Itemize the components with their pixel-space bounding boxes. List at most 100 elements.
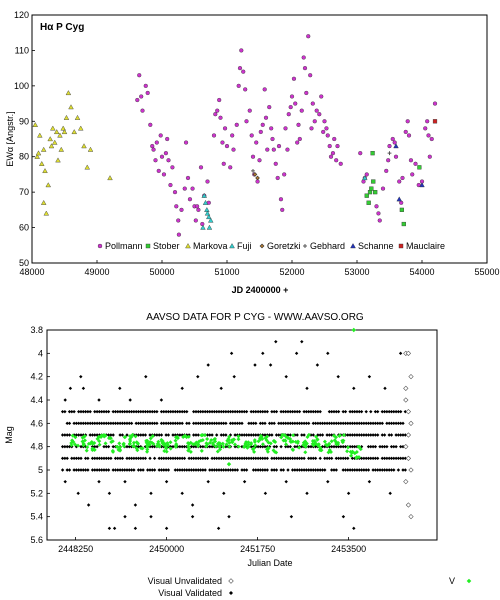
aavso-visual-validated-point — [205, 409, 210, 414]
aavso-visual-band — [65, 421, 405, 426]
aavso-visual-validated-point — [129, 456, 134, 461]
aavso-visual-validated-point — [311, 468, 315, 472]
aavso-visual-validated-point — [364, 433, 368, 437]
halpha-point-pollmann — [224, 143, 230, 149]
aavso-visual-validated-point — [274, 433, 279, 437]
aavso-v-point — [73, 442, 78, 447]
aavso-visual-validated-point — [327, 456, 332, 461]
aavso-v-point — [121, 442, 126, 447]
aavso-visual-validated-point — [74, 456, 79, 461]
aavso-visual-validated-point — [394, 409, 398, 414]
aavso-visual-validated-point — [270, 433, 274, 437]
aavso-visual-validated-point — [286, 444, 290, 449]
aavso-v-point — [357, 444, 362, 449]
aavso-visual-validated-point — [79, 444, 83, 449]
aavso-visual-validated-point — [74, 468, 79, 472]
aavso-visual-validated-point — [88, 421, 92, 426]
aavso-v-point — [131, 443, 136, 448]
aavso-chart: AAVSO DATA FOR P CYG - WWW.AAVSO.ORG Mag… — [4, 312, 472, 598]
aavso-visual-validated-point — [113, 409, 118, 414]
aavso-visual-validated-point — [240, 444, 244, 449]
aavso-visual-validated-point — [67, 409, 72, 414]
aavso-visual-validated-point — [86, 503, 91, 507]
aavso-v-point — [73, 435, 78, 440]
aavso-visual-validated-point — [136, 409, 141, 414]
aavso-visual-validated-point — [229, 351, 234, 356]
halpha-legend-label-markova: Markova — [193, 241, 228, 251]
aavso-visual-validated-point — [279, 421, 283, 426]
halpha-point-markova — [61, 129, 68, 135]
aavso-visual-validated-point — [394, 433, 398, 437]
aavso-visual-validated-point — [348, 409, 352, 414]
aavso-visual-validated-point — [164, 433, 168, 437]
aavso-visual-validated-point — [227, 514, 231, 519]
aavso-v-point — [349, 453, 354, 458]
aavso-v-point — [135, 441, 140, 446]
aavso-visual-validated-point — [277, 421, 281, 426]
aavso-visual-validated-point — [357, 409, 361, 414]
aavso-visual-validated-point — [327, 409, 332, 414]
halpha-legend-marker-gebhard — [303, 244, 307, 248]
halpha-xtick-label: 51000 — [214, 267, 239, 277]
aavso-v-point — [227, 444, 232, 449]
aavso-visual-validated-point — [169, 456, 173, 461]
aavso-legend-label-unvalidated: Visual Unvalidated — [148, 576, 222, 586]
halpha-point-pollmann — [145, 90, 150, 96]
aavso-visual-validated-point — [263, 421, 267, 426]
aavso-visual-validated-point — [134, 421, 138, 426]
aavso-visual-unvalidated-point — [408, 467, 414, 473]
halpha-point-markova — [107, 175, 113, 181]
halpha-point-pollmann — [166, 158, 171, 163]
aavso-v-point — [280, 432, 285, 437]
aavso-visual-validated-point — [152, 421, 157, 426]
aavso-v-point — [312, 439, 317, 444]
aavso-visual-validated-point — [376, 456, 380, 461]
aavso-visual-validated-point — [297, 409, 302, 414]
aavso-v-point — [85, 445, 90, 450]
halpha-point-pollmann — [308, 73, 313, 78]
halpha-point-pollmann — [228, 165, 233, 170]
aavso-visual-validated-point — [79, 374, 83, 379]
aavso-visual-validated-point — [93, 444, 97, 449]
aavso-visual-validated-point — [141, 433, 145, 437]
aavso-v-point — [151, 442, 156, 447]
aavso-visual-validated-point — [60, 468, 65, 472]
aavso-visual-validated-point — [385, 456, 389, 461]
aavso-legend-marker-unvalidated — [228, 578, 234, 584]
aavso-visual-validated-point — [389, 456, 394, 461]
aavso-visual-validated-point — [88, 433, 92, 437]
aavso-visual-validated-point — [284, 374, 288, 379]
aavso-visual-validated-point — [113, 421, 118, 426]
aavso-visual-validated-point — [187, 468, 191, 472]
aavso-v-point — [256, 439, 261, 444]
aavso-visual-validated-point — [251, 433, 256, 437]
aavso-visual-validated-point — [196, 456, 200, 461]
halpha-point-markova — [35, 150, 42, 156]
aavso-visual-validated-point — [350, 409, 355, 414]
aavso-visual-validated-point — [198, 409, 203, 414]
aavso-visual-validated-point — [79, 421, 83, 426]
aavso-visual-validated-point — [311, 421, 315, 426]
aavso-visual-validated-point — [315, 363, 320, 367]
halpha-point-pollmann — [408, 158, 414, 163]
aavso-visual-validated-point — [382, 409, 387, 414]
aavso-visual-validated-point — [146, 468, 150, 472]
aavso-visual-validated-point — [196, 468, 200, 472]
halpha-point-markova — [55, 157, 61, 163]
halpha-point-pollmann — [301, 55, 306, 60]
halpha-point-pollmann — [312, 119, 317, 124]
aavso-visual-validated-point — [180, 456, 184, 461]
aavso-visual-validated-point — [270, 468, 274, 472]
aavso-visual-validated-point — [148, 456, 152, 461]
aavso-visual-validated-point — [294, 351, 299, 356]
halpha-point-pollmann — [196, 207, 201, 212]
aavso-v-point — [117, 441, 122, 446]
halpha-point-pollmann — [338, 161, 343, 166]
aavso-visual-validated-point — [164, 468, 168, 472]
halpha-point-pollmann — [330, 151, 336, 156]
aavso-visual-validated-point — [284, 479, 288, 484]
halpha-point-pollmann — [222, 126, 228, 131]
aavso-visual-validated-point — [86, 456, 90, 461]
halpha-point-pollmann — [361, 179, 366, 184]
aavso-visual-validated-point — [231, 421, 235, 426]
